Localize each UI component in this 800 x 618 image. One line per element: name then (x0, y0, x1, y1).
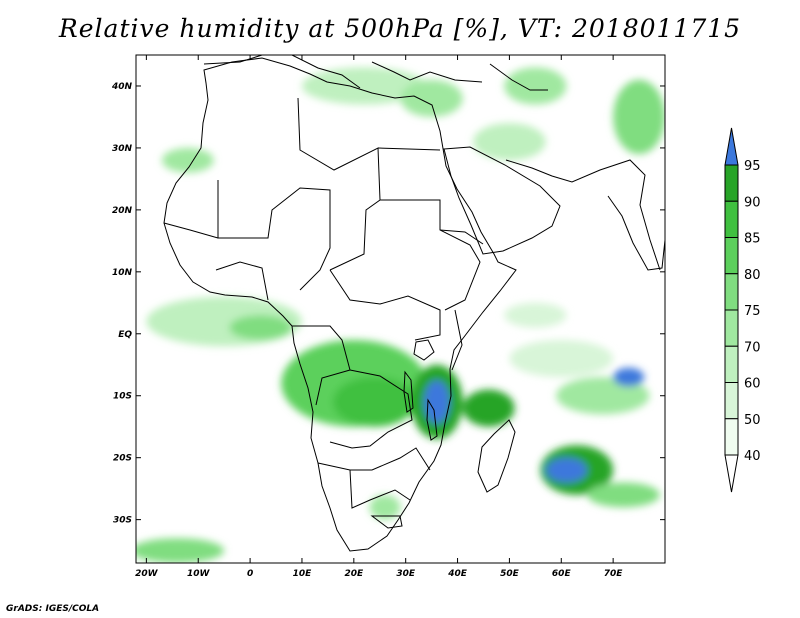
x-tick-label: 10W (187, 569, 211, 579)
y-axis: 40N 30N 20N 10N EQ 10S 20S 30S (111, 82, 665, 526)
colorbar: 40 50 60 70 75 80 85 90 95 (724, 127, 761, 493)
humidity-region-turkey (400, 79, 463, 117)
colorbar-label: 95 (744, 159, 761, 174)
plot-frame (135, 54, 666, 564)
humidity-region-southern-tail (587, 482, 660, 508)
humidity-region-indian-ocean-arm (556, 377, 650, 415)
humidity-region-south-atlantic-band (136, 538, 225, 563)
y-tick-label: 10S (113, 392, 132, 402)
humidity-region-indian-ocean-peak (613, 367, 645, 387)
colorbar-label: 90 (744, 195, 761, 210)
colorbar-label: 80 (744, 268, 761, 283)
colorbar-label: 75 (744, 304, 761, 319)
humidity-region-madagascar-band (462, 389, 515, 427)
x-tick-label: 20W (135, 569, 159, 579)
humidity-region-arabian-sea-west (504, 302, 567, 328)
x-tick-label: 20E (344, 569, 364, 579)
humidity-region-malawi-tanzania-peak (423, 380, 450, 424)
europe-coastline (203, 55, 548, 91)
colorbar-box (724, 345, 739, 383)
colorbar-label: 40 (744, 449, 761, 464)
humidity-region-northeast-corner (613, 79, 665, 155)
humidity-region-persia (473, 123, 546, 161)
arabia-coastline (443, 146, 561, 255)
lake-malawi (426, 398, 438, 441)
humidity-region-caspian (504, 67, 567, 105)
colorbar-box (724, 200, 739, 238)
colorbar-box (724, 418, 739, 456)
humidity-region-congo-core (333, 377, 417, 427)
y-tick-label: 30S (113, 516, 132, 526)
x-tick-label: 50E (500, 569, 520, 579)
humidity-region-mediterranean-band (301, 67, 427, 105)
y-tick-label: 30N (112, 144, 133, 154)
colorbar-extend-top (724, 127, 739, 166)
country-borders (163, 97, 484, 529)
x-tick-label: 40E (447, 569, 468, 579)
y-tick-label: 10N (112, 268, 133, 278)
coastlines-and-borders (163, 55, 665, 552)
x-tick-label: 30E (396, 569, 416, 579)
x-tick-label: 0 (247, 569, 253, 579)
y-tick-label: 20S (113, 454, 132, 464)
x-tick-label: 10E (293, 569, 313, 579)
x-tick-label: 70E (604, 569, 624, 579)
x-axis: 20W 10W 0 10E 20E 30E 40E 50E 60E 70E (135, 55, 623, 579)
colorbar-extend-bottom (724, 454, 739, 493)
x-tick-label: 60E (552, 569, 572, 579)
madagascar-coastline (477, 419, 516, 493)
humidity-region-south-africa (369, 494, 401, 520)
humidity-region-arabian-sea-east (509, 339, 614, 378)
colorbar-box (724, 382, 739, 420)
humidity-region-indian-ocean-swirl-peak (545, 457, 588, 483)
colorbar-label: 60 (744, 377, 761, 392)
y-tick-label: 40N (111, 82, 133, 92)
humidity-field (136, 67, 665, 563)
africa-coastline (163, 57, 517, 552)
colorbar-box (724, 273, 739, 311)
grads-credit: GrADS: IGES/COLA (6, 604, 100, 614)
colorbar-label: 85 (744, 232, 761, 247)
humidity-region-northwest-africa (161, 147, 214, 173)
colorbar-box (724, 237, 739, 275)
y-tick-label: EQ (118, 330, 132, 340)
persian-gulf-coastline (505, 159, 661, 271)
humidity-region-guinea-coast-core (229, 315, 292, 340)
colorbar-label: 50 (744, 413, 761, 428)
chart-title: Relative humidity at 500hPa [%], VT: 201… (58, 14, 742, 43)
y-tick-label: 20N (112, 206, 133, 216)
colorbar-box (724, 164, 739, 202)
colorbar-box (724, 309, 739, 347)
colorbar-label: 70 (744, 340, 761, 355)
lake-victoria (413, 339, 435, 361)
india-coastline (607, 195, 665, 271)
